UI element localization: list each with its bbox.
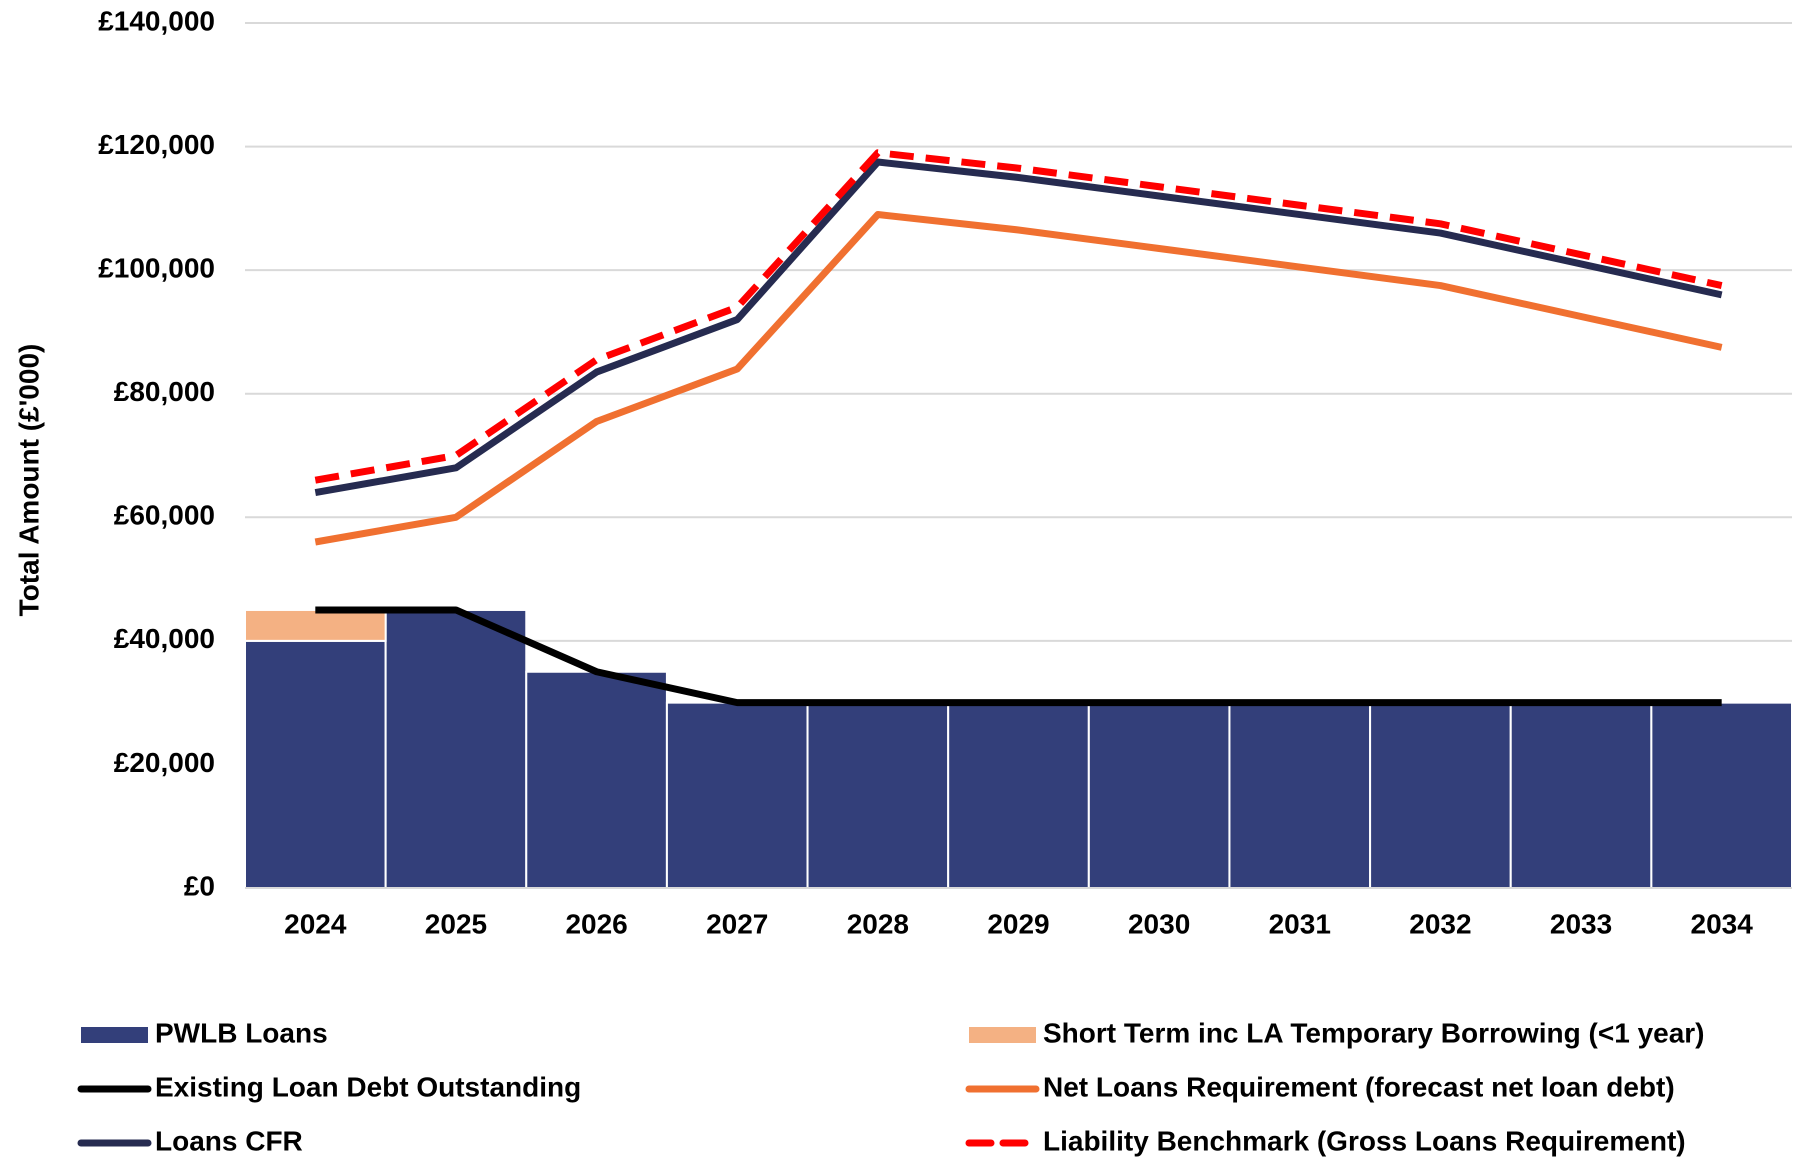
- y-tick-label: £120,000: [98, 129, 215, 160]
- y-tick-label: £60,000: [114, 500, 215, 531]
- y-tick-label: £80,000: [114, 376, 215, 407]
- bar: [1087, 701, 1231, 890]
- legend-swatch: [81, 1027, 148, 1043]
- line-series: [314, 211, 1723, 546]
- x-tick-label: 2024: [284, 908, 347, 939]
- line-series: [314, 158, 1723, 497]
- legend-label: Loans CFR: [155, 1125, 303, 1156]
- bar: [1650, 701, 1794, 890]
- legend-label: Short Term inc LA Temporary Borrowing (<…: [1043, 1017, 1705, 1048]
- x-tick-label: 2031: [1269, 908, 1331, 939]
- bar: [1228, 701, 1372, 890]
- bar: [1369, 701, 1512, 890]
- x-tick-label: 2029: [987, 908, 1049, 939]
- x-tick-label: 2026: [565, 908, 627, 939]
- line-series: [314, 149, 1723, 484]
- line-series: [315, 606, 1722, 707]
- x-tick-label: 2034: [1691, 908, 1754, 939]
- y-tick-label: £0: [184, 870, 215, 901]
- bar: [1509, 701, 1653, 890]
- bar: [665, 701, 809, 890]
- legend-label: Existing Loan Debt Outstanding: [155, 1071, 581, 1102]
- bar: [806, 701, 950, 890]
- bar: [244, 608, 387, 642]
- x-tick-label: 2033: [1550, 908, 1612, 939]
- legend-label: Net Loans Requirement (forecast net loan…: [1043, 1071, 1675, 1102]
- y-tick-label: £140,000: [98, 5, 215, 36]
- y-tick-label: £100,000: [98, 253, 215, 284]
- legend-label: PWLB Loans: [155, 1017, 328, 1048]
- bar: [384, 608, 528, 889]
- x-tick-label: 2028: [847, 908, 909, 939]
- legend-swatch: [969, 1027, 1036, 1043]
- y-axis-label: Total Amount (£'000): [13, 344, 44, 617]
- bar: [244, 639, 387, 889]
- bar: [947, 701, 1090, 890]
- x-tick-label: 2025: [425, 908, 487, 939]
- y-tick-label: £20,000: [114, 747, 215, 778]
- x-tick-label: 2030: [1128, 908, 1190, 939]
- bar: [525, 670, 668, 889]
- x-tick-label: 2027: [706, 908, 768, 939]
- y-tick-label: £40,000: [114, 623, 215, 654]
- x-tick-label: 2032: [1409, 908, 1471, 939]
- legend-label: Liability Benchmark (Gross Loans Require…: [1043, 1125, 1686, 1156]
